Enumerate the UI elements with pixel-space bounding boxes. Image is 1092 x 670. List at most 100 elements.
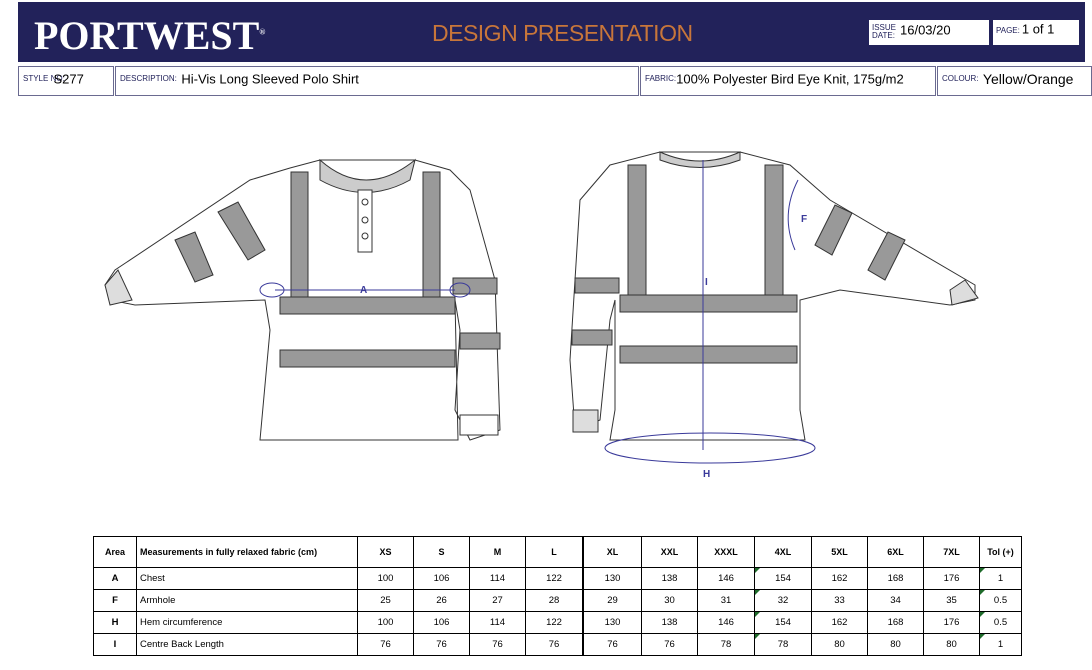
value-cell: 146 (697, 611, 755, 634)
value-cell: 122 (525, 611, 584, 634)
value-cell: 76 (357, 633, 414, 656)
front-view (104, 158, 501, 441)
value-cell: 31 (697, 589, 755, 612)
fabric-label: FABRIC: (645, 73, 677, 83)
page-box: PAGE: 1 of 1 (992, 19, 1080, 46)
value-cell: 130 (582, 611, 642, 634)
issue-date-label: ISSUE DATE: (872, 23, 897, 40)
value-cell: 162 (811, 567, 868, 590)
value-cell: 106 (413, 567, 470, 590)
value-cell: 33 (811, 589, 868, 612)
value-cell: 168 (867, 567, 924, 590)
value-cell: 122 (525, 567, 584, 590)
value-cell: 162 (811, 611, 868, 634)
value-cell: 100 (357, 611, 414, 634)
brand-logo: PORTWEST® (34, 12, 265, 59)
column-header: S (413, 536, 470, 568)
colour-label: COLOUR: (942, 73, 979, 83)
column-header: 7XL (923, 536, 980, 568)
column-header: 6XL (867, 536, 924, 568)
value-cell: 0.5 (979, 611, 1022, 634)
value-cell: 28 (525, 589, 584, 612)
value-cell: 106 (413, 611, 470, 634)
fabric: 100% Polyester Bird Eye Knit, 175g/m2 (676, 71, 904, 87)
page-title: DESIGN PRESENTATION (432, 20, 693, 46)
value-cell: 25 (357, 589, 414, 612)
style-box: STYLE NO: S277 (18, 66, 114, 96)
value-cell: 176 (923, 567, 980, 590)
value-cell: 76 (413, 633, 470, 656)
table-row: A Chest 100 106 114 122 130 138 146 154 162 168 176 1 (93, 567, 1022, 590)
label-f: F (801, 214, 807, 225)
back-view (569, 151, 979, 464)
value-cell: 76 (641, 633, 698, 656)
value-cell: 114 (469, 611, 526, 634)
value-cell: 35 (923, 589, 980, 612)
label-a: A (360, 285, 367, 296)
garment-drawings: A F I H (104, 151, 979, 480)
value-cell: 80 (867, 633, 924, 656)
value-cell: 176 (923, 611, 980, 634)
value-cell: 146 (697, 567, 755, 590)
colour-box: COLOUR: Yellow/Orange (937, 66, 1092, 96)
value-cell: 138 (641, 611, 698, 634)
value-cell: 27 (469, 589, 526, 612)
measurement-name-cell: Hem circumference (136, 611, 358, 634)
page-label: PAGE: (996, 26, 1020, 36)
value-cell: 76 (525, 633, 584, 656)
column-header: XL (582, 536, 642, 568)
style-label: STYLE NO: (23, 73, 65, 83)
measurement-name-cell: Chest (136, 567, 358, 590)
label-h: H (703, 469, 710, 480)
value-cell: 130 (582, 567, 642, 590)
issue-date: 16/03/20 (900, 22, 951, 38)
column-header: L (525, 536, 584, 568)
description-box: DESCRIPTION: Hi-Vis Long Sleeved Polo Sh… (115, 66, 639, 96)
style-number: S277 (53, 71, 84, 87)
table-row: F Armhole 25 26 27 28 29 30 31 32 33 34 35 0.5 (93, 589, 1022, 612)
column-header: XXXL (697, 536, 755, 568)
label-i: I (705, 277, 708, 288)
page-number: 1 of 1 (1021, 21, 1055, 37)
value-cell: 78 (697, 633, 755, 656)
value-cell: 26 (413, 589, 470, 612)
value-cell: 32 (754, 589, 812, 612)
colour: Yellow/Orange (982, 70, 1074, 87)
description: Hi-Vis Long Sleeved Polo Shirt (181, 71, 359, 87)
value-cell: 1 (979, 567, 1022, 590)
measurement-name-cell: Armhole (136, 589, 358, 612)
table-row: I Centre Back Length 76 76 76 76 76 76 78 78 80 80 8… (93, 633, 1022, 656)
value-cell: 76 (469, 633, 526, 656)
fabric-box: FABRIC:100% Polyester Bird Eye Knit, 175… (640, 66, 936, 96)
trademark: ® (259, 27, 266, 37)
value-cell: 0.5 (979, 589, 1022, 612)
value-cell: 34 (867, 589, 924, 612)
value-cell: 76 (582, 633, 642, 656)
value-cell: 78 (754, 633, 812, 656)
measurement-name-cell: Centre Back Length (136, 633, 358, 656)
issue-date-box: ISSUE DATE: 16/03/20 (868, 19, 990, 46)
column-header: 5XL (811, 536, 868, 568)
value-cell: 29 (582, 589, 642, 612)
value-cell: 114 (469, 567, 526, 590)
description-label: DESCRIPTION: (120, 73, 177, 83)
column-header: XXL (641, 536, 698, 568)
area-cell: H (93, 611, 137, 634)
brand-name: PORTWEST (34, 13, 260, 58)
value-cell: 138 (641, 567, 698, 590)
column-header: Measurements in fully relaxed fabric (cm… (136, 536, 358, 568)
area-cell: A (93, 567, 137, 590)
column-header: 4XL (754, 536, 812, 568)
column-header: M (469, 536, 526, 568)
value-cell: 154 (754, 567, 812, 590)
table-row: H Hem circumference 100 106 114 122 130 138 146 1… (93, 611, 1022, 634)
value-cell: 80 (811, 633, 868, 656)
measurement-table: Area Measurements in fully relaxed fabric… (93, 536, 1022, 656)
column-header: Tol (+) (979, 536, 1022, 568)
value-cell: 154 (754, 611, 812, 634)
value-cell: 1 (979, 633, 1022, 656)
column-header: XS (357, 536, 414, 568)
area-cell: I (93, 633, 137, 656)
table-header-row: Area Measurements in fully relaxed fabric… (93, 536, 1022, 568)
